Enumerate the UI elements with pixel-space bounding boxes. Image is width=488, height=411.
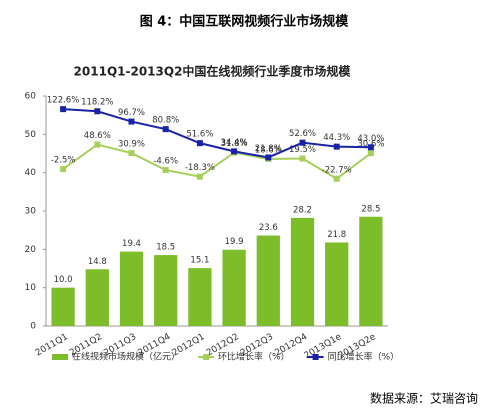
line-marker bbox=[196, 140, 203, 147]
line-marker bbox=[128, 150, 135, 157]
line-marker bbox=[196, 173, 203, 180]
y-tick-label: 10 bbox=[25, 283, 37, 293]
line-value-label: -18.3% bbox=[185, 163, 215, 173]
line-value-label: -22.7% bbox=[322, 165, 352, 175]
y-tick-label: 20 bbox=[25, 245, 37, 255]
chart-title: 2011Q1-2013Q2中国在线视频行业季度市场规模 bbox=[74, 64, 352, 79]
line-marker bbox=[128, 118, 135, 125]
y-tick-label: 50 bbox=[25, 130, 37, 140]
y-tick-label: 30 bbox=[25, 207, 37, 217]
y-tick-label: 0 bbox=[30, 322, 36, 332]
line-value-label: 122.6% bbox=[47, 96, 79, 106]
y-tick-label: 40 bbox=[25, 168, 37, 178]
line-value-label: 43.0% bbox=[357, 134, 384, 144]
bar-value-label: 21.8 bbox=[327, 230, 346, 240]
line-value-label: 30.9% bbox=[118, 140, 145, 150]
line bbox=[62, 143, 372, 180]
line-marker bbox=[333, 175, 340, 182]
line-value-label: 31.8% bbox=[221, 139, 248, 149]
line-value-label: 51.6% bbox=[186, 130, 213, 140]
bar bbox=[290, 217, 315, 326]
line-value-label: 44.3% bbox=[323, 133, 350, 143]
line-marker bbox=[367, 144, 374, 151]
bar-value-label: 19.9 bbox=[225, 237, 244, 247]
line-value-label: 48.6% bbox=[84, 131, 111, 141]
line-value-label: 21.8% bbox=[255, 144, 282, 154]
line bbox=[63, 108, 371, 159]
bar bbox=[119, 251, 144, 326]
line-value-label: -4.6% bbox=[153, 157, 178, 167]
page-header: 图 4：中国互联网视频行业市场规模 bbox=[140, 14, 350, 30]
bar-value-label: 19.4 bbox=[122, 239, 141, 249]
line-marker bbox=[299, 139, 306, 146]
bar bbox=[325, 242, 349, 326]
bar-value-label: 28.2 bbox=[293, 205, 312, 215]
line-marker bbox=[60, 106, 67, 113]
line-marker bbox=[60, 166, 67, 173]
line-value-label: 19.5% bbox=[289, 145, 316, 155]
line-marker bbox=[265, 154, 272, 161]
source: 数据来源：艾瑞咨询 bbox=[370, 391, 478, 406]
line-marker bbox=[367, 150, 374, 157]
line-marker bbox=[333, 143, 340, 150]
line-marker bbox=[162, 167, 169, 174]
bar bbox=[222, 249, 246, 326]
bar bbox=[359, 216, 383, 326]
line-value-label: -2.5% bbox=[51, 156, 76, 166]
legend-swatch bbox=[52, 354, 68, 360]
bar-value-label: 23.6 bbox=[259, 223, 278, 233]
y-tick-label: 60 bbox=[25, 92, 37, 102]
legend-swatch bbox=[312, 354, 319, 360]
bar bbox=[85, 269, 109, 326]
line-marker bbox=[162, 126, 169, 133]
bar-value-label: 15.1 bbox=[190, 256, 209, 266]
line-value-label: 18.6% bbox=[255, 145, 282, 155]
line-value-label: 52.6% bbox=[289, 129, 316, 139]
line-value-label: 34.4% bbox=[221, 138, 248, 148]
legend-label: 在线视频市场规模（亿元） bbox=[72, 351, 180, 363]
legend-label: 同比增长率（%） bbox=[328, 351, 400, 363]
bar-value-label: 10.0 bbox=[54, 275, 73, 285]
bar-value-label: 18.5 bbox=[156, 243, 175, 253]
line-value-label: 118.2% bbox=[81, 98, 113, 108]
legend-swatch bbox=[203, 354, 210, 360]
line-marker bbox=[231, 148, 238, 155]
bar bbox=[154, 255, 178, 326]
bar bbox=[188, 268, 212, 326]
bar bbox=[51, 287, 75, 326]
line-marker bbox=[94, 108, 101, 115]
legend-label: 环比增长率（%） bbox=[218, 351, 290, 363]
line-value-label: 80.8% bbox=[152, 116, 179, 126]
bar-value-label: 14.8 bbox=[88, 257, 107, 267]
bar-value-label: 28.5 bbox=[361, 204, 380, 214]
line-marker bbox=[94, 141, 101, 148]
bar bbox=[256, 235, 280, 326]
line-marker bbox=[299, 155, 306, 162]
line-value-label: 96.7% bbox=[118, 108, 145, 118]
